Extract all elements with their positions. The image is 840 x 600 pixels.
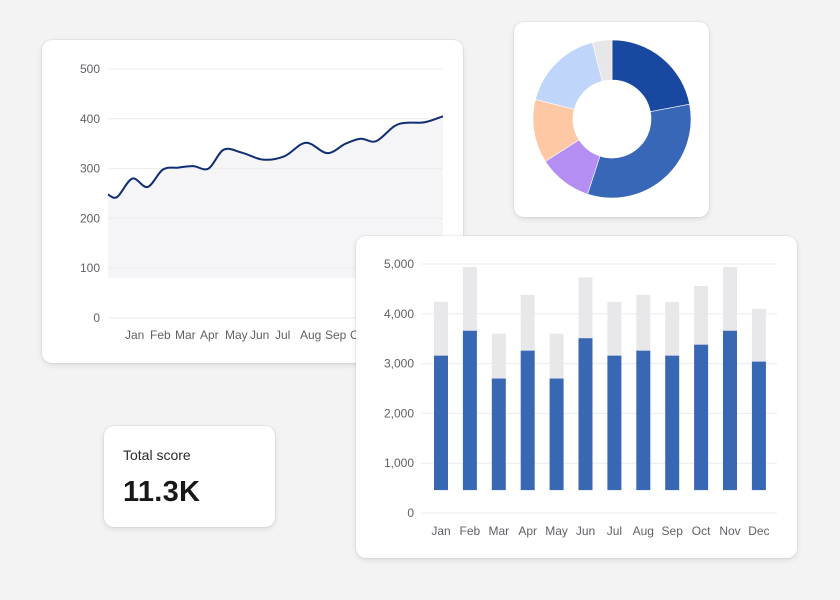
line-x-tick-label: May bbox=[225, 328, 248, 342]
line-x-tick-label: Jul bbox=[275, 328, 290, 342]
line-y-tick-label: 500 bbox=[80, 62, 100, 76]
bar-remainder bbox=[434, 301, 448, 356]
bar-x-tick-label: Dec bbox=[748, 524, 769, 538]
line-y-tick-label: 400 bbox=[80, 112, 100, 126]
bar-primary bbox=[434, 355, 448, 491]
donut-slice bbox=[611, 39, 690, 113]
bar-primary bbox=[578, 338, 593, 491]
bar-y-tick-label: 4,000 bbox=[384, 307, 414, 321]
bar-primary bbox=[723, 330, 737, 491]
donut-slice bbox=[587, 103, 692, 199]
bar-chart: 0 1,000 2,000 3,000 4,000 5,000 Jan Feb Mar Apr Ma… bbox=[384, 257, 777, 538]
bar-remainder bbox=[578, 277, 593, 339]
bar-y-tick-label: 3,000 bbox=[384, 357, 414, 371]
bar-primary bbox=[694, 344, 709, 491]
total-score-label: Total score bbox=[123, 447, 191, 463]
bar-y-tick-label: 5,000 bbox=[384, 257, 414, 271]
bar-remainder bbox=[723, 266, 737, 331]
bar-x-tick-label: Aug bbox=[633, 524, 654, 538]
line-x-tick-label: Aug bbox=[300, 328, 321, 342]
bar-remainder bbox=[636, 294, 651, 351]
bar-x-tick-label: Sep bbox=[662, 524, 684, 538]
bar-remainder bbox=[607, 301, 622, 356]
line-x-tick-label: Jun bbox=[250, 328, 269, 342]
bar-x-tick-label: Jun bbox=[576, 524, 595, 538]
bar-y-tick-label: 2,000 bbox=[384, 406, 414, 420]
donut-chart bbox=[532, 39, 692, 199]
bar-remainder bbox=[665, 301, 680, 356]
bar-x-tick-label: Jul bbox=[607, 524, 622, 538]
bar-primary bbox=[491, 378, 506, 491]
bar-y-tick-label: 1,000 bbox=[384, 456, 414, 470]
bar-primary bbox=[607, 355, 622, 491]
donut-slice bbox=[591, 39, 613, 82]
bar-remainder bbox=[549, 333, 564, 379]
bar-x-tick-label: Jan bbox=[431, 524, 450, 538]
line-x-tick-label: Jan bbox=[125, 328, 144, 342]
bar-primary bbox=[636, 350, 651, 491]
bar-remainder bbox=[462, 266, 477, 331]
bar-remainder bbox=[491, 333, 506, 379]
bar-x-tick-label: May bbox=[545, 524, 568, 538]
bar-primary bbox=[520, 350, 535, 491]
bar-primary bbox=[665, 355, 680, 491]
bar-remainder bbox=[694, 285, 709, 345]
bar-x-tick-label: Apr bbox=[518, 524, 537, 538]
line-y-tick-label: 200 bbox=[80, 211, 100, 225]
total-score-card: Total score 11.3K bbox=[104, 426, 275, 527]
line-x-tick-label: Mar bbox=[175, 328, 196, 342]
line-x-tick-label: Apr bbox=[200, 328, 219, 342]
donut-slice bbox=[535, 42, 603, 110]
bar-primary bbox=[549, 378, 564, 491]
bar-y-tick-label: 0 bbox=[407, 506, 414, 520]
bar-primary bbox=[751, 361, 766, 491]
total-score-value: 11.3K bbox=[123, 476, 201, 508]
line-y-tick-label: 100 bbox=[80, 261, 100, 275]
bar-chart-card: 0 1,000 2,000 3,000 4,000 5,000 Jan Feb Mar Apr Ma… bbox=[356, 236, 797, 558]
bar-x-tick-label: Feb bbox=[460, 524, 481, 538]
line-series bbox=[107, 115, 444, 199]
bar-x-tick-label: Mar bbox=[488, 524, 509, 538]
bar-primary bbox=[462, 330, 477, 491]
bar-x-tick-label: Nov bbox=[719, 524, 740, 538]
line-x-tick-label: Sep bbox=[325, 328, 347, 342]
line-y-tick-label: 300 bbox=[80, 162, 100, 176]
bar-x-tick-label: Oct bbox=[692, 524, 711, 538]
bar-remainder bbox=[520, 294, 535, 351]
line-y-tick-label: 0 bbox=[93, 311, 100, 325]
bar-remainder bbox=[751, 308, 766, 362]
line-x-tick-label: Feb bbox=[150, 328, 171, 342]
donut-chart-card bbox=[514, 22, 709, 217]
